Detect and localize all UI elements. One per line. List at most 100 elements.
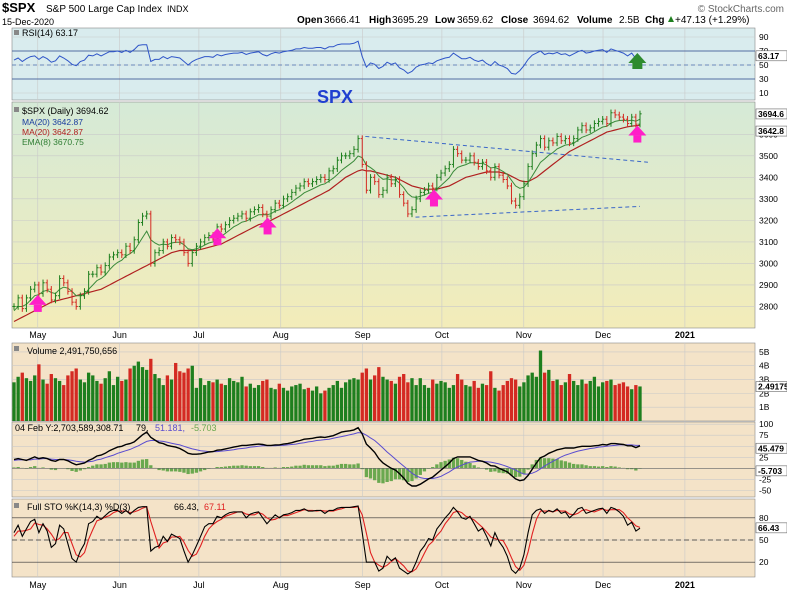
macd-hist-bar: [314, 465, 319, 469]
volume-bar: [460, 379, 464, 421]
macd-hist-bar: [103, 463, 107, 469]
price-bar: [480, 159, 485, 170]
macd-hist-bar: [281, 467, 286, 469]
volume-bar: [592, 376, 597, 421]
price-bar: [107, 253, 112, 269]
macd-hist-bar: [613, 466, 617, 469]
macd-hist-bar: [33, 466, 37, 469]
sto-layer: [12, 505, 755, 575]
volume-bar: [16, 376, 20, 421]
price-bar: [256, 204, 261, 213]
volume-label: Volume 2,491,750,656: [27, 346, 117, 356]
price-bar: [273, 199, 277, 213]
macd-hist-bar: [439, 462, 443, 469]
price-bar: [414, 195, 418, 213]
volume-bar: [45, 383, 49, 421]
sto-tick-label: 20: [759, 557, 769, 567]
header-symbol: $SPX: [2, 0, 36, 15]
volume-bar: [476, 387, 480, 421]
price-bar: [298, 182, 302, 192]
macd-hist-bar: [261, 467, 265, 469]
price-bar: [393, 176, 398, 188]
volume-bar: [435, 383, 439, 421]
macd-hist-bar: [402, 468, 406, 481]
volume-bar: [20, 372, 24, 421]
price-bar: [373, 174, 377, 185]
volume-bar: [489, 371, 493, 421]
price-bar: [638, 110, 642, 128]
volume-bar: [169, 379, 174, 421]
volume-bar: [82, 382, 87, 421]
volume-bar: [153, 374, 157, 421]
macd-hist-bar: [567, 462, 572, 469]
rsi-tick-label: 30: [759, 74, 769, 84]
volume-bar: [613, 385, 617, 421]
volume-bar: [356, 379, 360, 421]
price-bar: [37, 281, 41, 297]
pink-arrow-icon: [628, 125, 647, 136]
rsi-current-value-box: [755, 50, 787, 62]
macd-hist-bar: [49, 468, 53, 470]
macd-hist-bar: [86, 467, 91, 469]
volume-bar: [211, 382, 215, 421]
volume-bar: [559, 385, 563, 421]
watermark: © StockCharts.com: [698, 4, 784, 15]
rsi-label: RSI(14) 63.17: [22, 28, 78, 38]
macd-hist-bar: [140, 459, 145, 469]
volume-bar: [252, 387, 257, 421]
macd-current-value: 45.479: [758, 443, 784, 453]
pink-arrow-icon: [258, 217, 277, 228]
price-bar: [522, 180, 526, 200]
volume-bar: [501, 385, 505, 421]
price-bar: [625, 115, 630, 127]
macd-hist-bar: [393, 468, 398, 480]
price-bar: [596, 118, 601, 127]
price-bar: [281, 195, 286, 209]
volume-bar: [352, 378, 356, 421]
macd-hist-bar: [294, 465, 298, 469]
volume-bar: [115, 376, 120, 421]
ohlc-readout: Open 3666.41 High 3695.29 Low 3659.62 Cl…: [297, 15, 750, 26]
price-bar: [360, 135, 364, 168]
ma-current-value: 3642.8: [758, 126, 784, 136]
volume-bar: [136, 361, 141, 421]
price-bar: [165, 238, 170, 250]
macd-hist-bar: [455, 458, 460, 469]
macd-hist-bar: [555, 459, 559, 469]
price-bar: [70, 288, 74, 306]
price-bar: [331, 165, 335, 175]
macd-hist-bar: [16, 467, 20, 469]
price-bar: [277, 199, 281, 209]
volume-bar: [447, 387, 451, 421]
macd-hist-bar: [240, 465, 244, 469]
volume-bar: [232, 380, 236, 421]
price-bar: [136, 219, 141, 243]
volume-bar: [33, 375, 37, 421]
tick-layer: May May Jun Jun Jul Jul Aug Aug Sep Sep Oct Oct Nov N…: [29, 32, 787, 590]
chg-value: +47.13 (+1.29%): [675, 15, 750, 26]
price-bar: [397, 176, 402, 198]
volume-bar: [314, 386, 319, 421]
volume-bar: [290, 386, 294, 421]
macd-hist-bar: [431, 467, 435, 469]
price-bar: [74, 298, 78, 310]
volume-bar: [431, 379, 435, 421]
volume-bar: [95, 380, 99, 421]
volume-bar: [219, 383, 223, 421]
macd-hist-bar: [95, 464, 99, 469]
price-bar: [252, 206, 257, 215]
macd-hist-bar: [319, 465, 323, 469]
volume-bar: [327, 387, 331, 421]
price-bar: [302, 178, 306, 190]
price-bar: [518, 193, 522, 209]
price-bar: [219, 223, 223, 233]
macd-hist-bar: [360, 468, 364, 470]
price-bar: [111, 251, 116, 261]
macd-hist-bar: [335, 464, 340, 469]
volume-bar: [493, 387, 497, 421]
macd-hist-bar: [559, 460, 563, 469]
price-bar: [464, 156, 468, 164]
macd-hist-bar: [472, 465, 476, 469]
high-value: 3695.29: [392, 15, 429, 26]
